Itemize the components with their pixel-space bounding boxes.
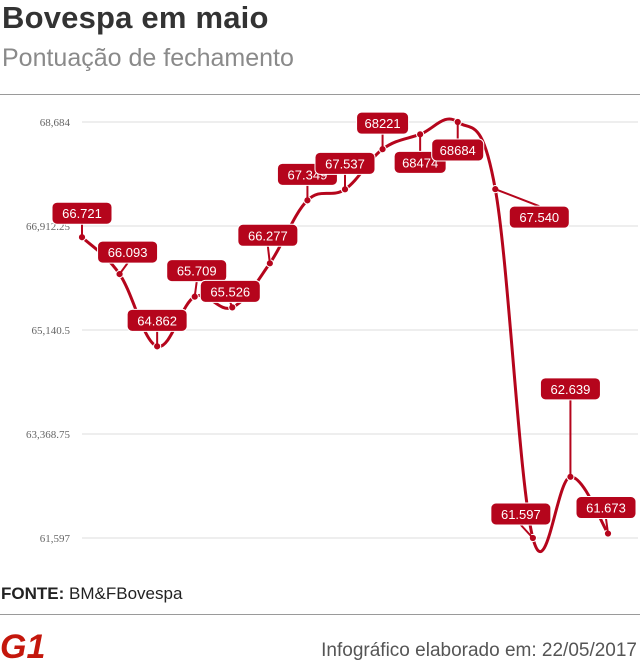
data-label: 61.673: [586, 501, 626, 516]
x-tick-label: 16: [452, 553, 464, 554]
data-label-stem: [229, 302, 234, 308]
x-tick-label: 22: [603, 553, 614, 554]
g1-logo-text: G1: [0, 628, 44, 662]
line-chart: 61,59763,368.7565,140.566,912.2568,68423…: [26, 111, 638, 554]
data-label-box: [356, 111, 410, 135]
data-label-box: [539, 377, 601, 401]
source-note: FONTE: BM&FBovespa: [1, 584, 182, 604]
data-label-box: [237, 223, 299, 247]
source-label: FONTE:: [1, 584, 65, 603]
data-label-stem: [266, 246, 271, 264]
data-label: 66.277: [248, 228, 288, 243]
data-label: 61.597: [501, 507, 541, 522]
x-tick-label: 4: [154, 553, 160, 554]
divider-top: [0, 94, 640, 95]
data-label-stem: [494, 188, 540, 208]
x-tick-label: 18: [527, 553, 539, 554]
data-label: 67.540: [519, 210, 559, 225]
x-tick-label: 3: [117, 553, 123, 554]
data-label-box: [431, 138, 485, 162]
data-label-box: [199, 279, 261, 303]
data-label-stem: [118, 262, 129, 275]
data-label: 62.639: [551, 382, 591, 397]
footer-credit: Infográfico elaborado em: 22/05/2017: [321, 640, 637, 661]
y-tick-label: 63,368.75: [26, 429, 71, 441]
data-label-box: [508, 205, 570, 229]
x-tick-label: 12: [377, 553, 388, 554]
data-label-stem: [193, 281, 198, 297]
data-label: 65.526: [210, 284, 250, 299]
data-label-box: [51, 201, 113, 225]
x-tick-label: 9: [267, 553, 273, 554]
data-label: 68684: [440, 143, 476, 158]
y-tick-label: 68,684: [40, 117, 71, 129]
data-label-box: [314, 151, 376, 175]
chart-title: Bovespa em maio: [2, 0, 269, 35]
data-label: 66.721: [62, 206, 102, 221]
data-label-stem: [605, 518, 609, 534]
data-label-stem: [520, 524, 534, 539]
data-label: 65.709: [177, 264, 217, 279]
data-label-box: [490, 502, 552, 526]
data-label: 68474: [402, 155, 438, 170]
x-tick-label: 10: [302, 553, 314, 554]
data-label-box: [575, 496, 637, 520]
data-label: 67.537: [325, 156, 365, 171]
chart-subtitle: Pontuação de fechamento: [2, 44, 294, 72]
y-tick-label: 65,140.5: [32, 325, 71, 337]
data-label: 68221: [364, 116, 400, 131]
x-tick-label: 15: [415, 553, 427, 554]
divider-bottom: [0, 614, 640, 615]
g1-logo: G1: [0, 628, 44, 662]
data-label-box: [97, 240, 159, 264]
data-label-box: [126, 308, 188, 332]
y-tick-label: 61,597: [40, 533, 71, 545]
data-label-box: [166, 259, 228, 283]
x-tick-label: 8: [230, 553, 236, 554]
x-tick-label: 5: [192, 553, 198, 554]
x-tick-label: 11: [340, 553, 351, 554]
data-label: 64.862: [137, 313, 177, 328]
data-label: 66.093: [108, 245, 148, 260]
source-value: BM&FBovespa: [69, 584, 183, 603]
x-tick-label: 17: [490, 553, 502, 554]
x-tick-label: 2: [79, 553, 85, 554]
x-tick-label: 19: [565, 553, 577, 554]
